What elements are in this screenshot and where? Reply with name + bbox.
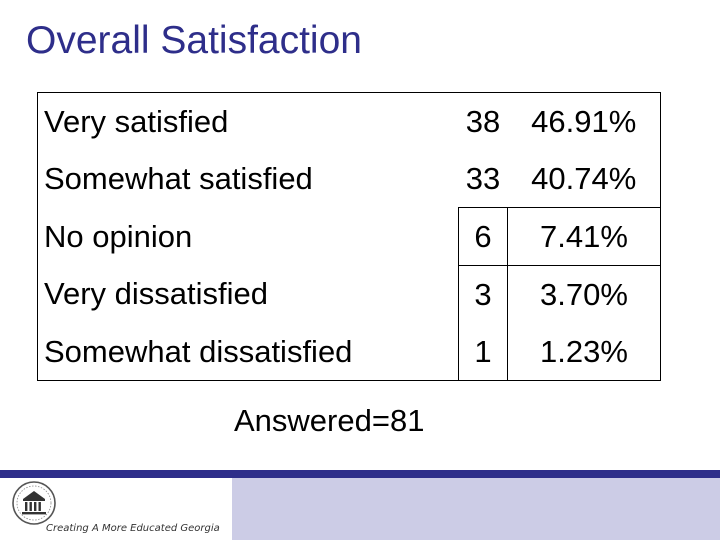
satisfaction-table: Very satisfied 38 46.91% Somewhat satisf… [37, 92, 661, 381]
footer-accent-line [0, 470, 720, 478]
table-row: Very satisfied 38 46.91% [38, 93, 661, 151]
row-label: Somewhat dissatisfied [37, 323, 459, 381]
row-percent: 46.91% [531, 103, 637, 139]
table-row: Very dissatisfied 3 3.70% [37, 265, 661, 323]
row-percent: 40.74% [531, 160, 637, 196]
table-row: Somewhat satisfied 33 40.74% [38, 150, 661, 208]
row-count: 3 [458, 265, 508, 323]
footer-tagline: Creating A More Educated Georgia [46, 523, 220, 534]
slide-title: Overall Satisfaction [26, 19, 362, 62]
row-count: 38 [465, 103, 501, 139]
row-label: No opinion [37, 207, 459, 266]
row-count: 33 [465, 160, 501, 196]
row-percent: 3.70% [507, 265, 661, 323]
row-count: 1 [458, 323, 508, 381]
table-row: Somewhat dissatisfied 1 1.23% [37, 323, 661, 381]
row-label: Very satisfied [44, 103, 229, 139]
row-label: Somewhat satisfied [44, 160, 313, 196]
row-label: Very dissatisfied [37, 265, 459, 323]
table-row: No opinion 6 7.41% [37, 207, 661, 266]
answered-total: Answered=81 [234, 403, 425, 438]
university-seal-icon [12, 481, 56, 525]
row-percent: 1.23% [540, 333, 628, 369]
row-count: 6 [458, 207, 508, 266]
row-percent: 7.41% [507, 207, 661, 266]
